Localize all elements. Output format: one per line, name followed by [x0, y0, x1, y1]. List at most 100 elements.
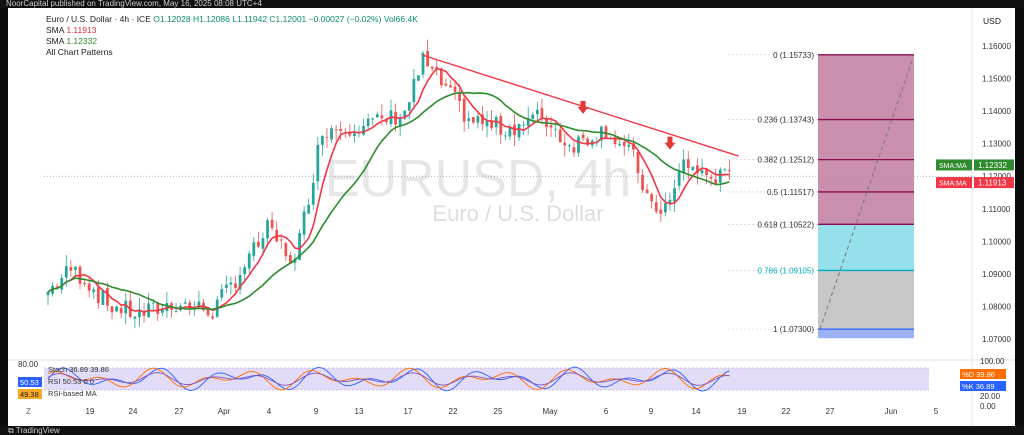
y-tick-label: 1.13000	[982, 140, 1011, 149]
candle-body	[650, 194, 654, 202]
y-tick-label: 1.11000	[982, 205, 1011, 214]
candle-body	[106, 288, 109, 306]
candle-body	[224, 284, 228, 288]
candle-body	[380, 115, 384, 119]
x-tick-label: Jun	[885, 407, 898, 416]
price-badge-value: 1.12332	[978, 161, 1007, 170]
candle-body	[581, 134, 585, 139]
candle-body	[375, 114, 379, 118]
stoch-legend: Stoch 36.89 39.86	[48, 365, 109, 374]
candle-body	[151, 302, 155, 304]
legend-patterns[interactable]: All Chart Patterns	[46, 47, 113, 57]
price-badge-tag	[936, 159, 972, 171]
candle-body	[211, 316, 215, 319]
candle-body	[243, 267, 247, 275]
candle-body	[723, 169, 727, 171]
x-tick-label: 14	[692, 407, 701, 416]
y-tick-label: 1.08000	[982, 302, 1011, 311]
legend-symbol-row: Euro / U.S. Dollar · 4h · ICE O1.12028 H…	[46, 14, 418, 25]
candle-body	[293, 258, 297, 263]
x-tick-label: May	[542, 407, 557, 416]
candle-body	[362, 125, 365, 135]
candle-body	[481, 114, 484, 125]
x-tick-label: 27	[826, 407, 835, 416]
fib-level-label: 0.786 (1.09105)	[758, 266, 815, 275]
candle-body	[490, 120, 493, 128]
candle-body	[334, 129, 338, 131]
candle-body	[74, 266, 77, 270]
candle-body	[330, 128, 333, 140]
stoch-d-badge-text: %D 39.86	[962, 370, 995, 379]
candle-body	[618, 143, 622, 146]
candle-body	[508, 126, 512, 137]
rsi-ma-badge	[18, 389, 42, 399]
candle-body	[572, 147, 576, 153]
rsi-ma-legend: RSI-based MA	[48, 389, 97, 398]
candle-body	[476, 116, 480, 123]
candle-body	[439, 68, 443, 86]
candle-body	[462, 98, 466, 122]
candle-body	[160, 309, 164, 313]
brand-name: TradingView	[15, 426, 60, 435]
fib-level-label: 0.5 (1.11517)	[767, 188, 814, 197]
fib-zone-lower	[818, 270, 914, 330]
candle-body	[700, 169, 704, 174]
candle-body	[677, 171, 681, 186]
down-arrow-marker	[577, 100, 589, 114]
candle-body	[471, 117, 475, 123]
candle-body	[325, 137, 329, 138]
candle-body	[567, 145, 571, 147]
candle-body	[311, 182, 315, 205]
x-tick-label: Apr	[218, 407, 231, 416]
x-tick-label: 9	[649, 407, 654, 416]
candle-body	[718, 169, 722, 183]
candle-body	[261, 238, 265, 249]
price-badge	[974, 159, 1014, 171]
candle-body	[124, 300, 128, 314]
y-tick-label: 1.07000	[982, 335, 1011, 344]
stoch-k-badge-text: %K 36.89	[962, 382, 995, 391]
candle-body	[87, 283, 91, 291]
candle-body	[430, 66, 434, 69]
candle-body	[156, 302, 160, 314]
sma-slow-line	[47, 91, 730, 311]
candle-body	[403, 110, 407, 119]
candle-body	[453, 86, 457, 92]
x-tick-label: 27	[175, 407, 184, 416]
legend-sma-slow[interactable]: SMA 1.12332	[46, 36, 98, 46]
y-tick-label: 1.15000	[982, 75, 1011, 84]
candle-body	[531, 114, 535, 119]
candle-body	[659, 209, 663, 214]
candle-body	[385, 120, 388, 123]
candle-body	[645, 189, 649, 194]
fib-zone-bottom	[818, 329, 914, 339]
candle-body	[229, 282, 233, 285]
candle-body	[92, 289, 96, 293]
candle-body	[321, 135, 324, 145]
legend-symbol[interactable]: Euro / U.S. Dollar · 4h · ICE	[46, 14, 151, 24]
candle-body	[540, 108, 544, 119]
candle-body	[467, 118, 471, 121]
rsi-line	[47, 372, 730, 386]
price-badge	[974, 177, 1014, 189]
chart-panel[interactable]: EURUSD, 4h Euro / U.S. Dollar 0 (1.15733) 0…	[8, 8, 1015, 426]
candle-body	[622, 141, 626, 147]
legend-sma-fast[interactable]: SMA 1.11913	[46, 25, 97, 35]
candle-body	[371, 118, 375, 120]
candle-body	[682, 159, 686, 173]
chart-legend: Euro / U.S. Dollar · 4h · ICE O1.12028 H…	[46, 14, 418, 58]
x-tick-label: 13	[355, 407, 364, 416]
publisher-bar: NoorCapital published on TradingView.com…	[0, 0, 1024, 8]
candle-body	[503, 135, 507, 137]
x-tick-label: 24	[129, 407, 138, 416]
candle-body	[339, 128, 343, 131]
candle-body	[407, 102, 411, 111]
candle-body	[206, 309, 210, 316]
candle-body	[412, 78, 416, 103]
candle-body	[654, 202, 658, 212]
x-tick-label: 5	[934, 407, 939, 416]
candle-body	[247, 253, 251, 269]
candle-body	[600, 126, 603, 141]
